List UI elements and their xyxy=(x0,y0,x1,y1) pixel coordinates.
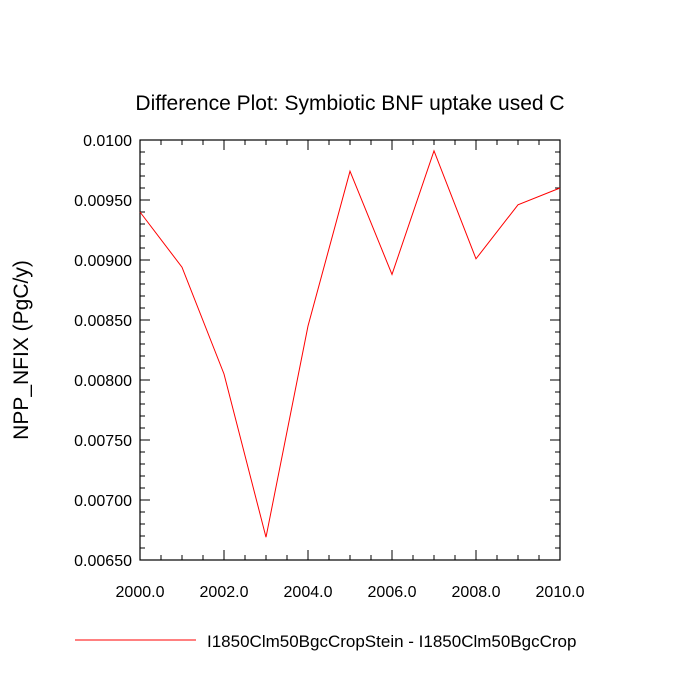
y-tick-label: 0.00850 xyxy=(74,313,132,330)
y-tick-label: 0.00650 xyxy=(74,553,132,570)
y-tick-label: 0.00750 xyxy=(74,433,132,450)
y-tick-label: 0.00700 xyxy=(74,493,132,510)
series-line xyxy=(139,149,561,538)
y-tick-label: 0.00900 xyxy=(74,253,132,270)
x-tick-label: 2004.0 xyxy=(284,584,333,601)
x-tick-label: 2000.0 xyxy=(116,584,165,601)
y-tick-label: 0.00950 xyxy=(74,193,132,210)
y-tick-label: 0.0100 xyxy=(83,133,132,150)
plot-frame xyxy=(139,139,561,561)
x-tick-label: 2006.0 xyxy=(368,584,417,601)
x-tick-label: 2010.0 xyxy=(536,584,585,601)
x-tick-label: 2008.0 xyxy=(452,584,501,601)
legend: I1850Clm50BgcCropStein - I1850Clm50BgcCr… xyxy=(75,632,576,651)
legend-label: I1850Clm50BgcCropStein - I1850Clm50BgcCr… xyxy=(207,632,576,651)
chart-title: Difference Plot: Symbiotic BNF uptake us… xyxy=(135,92,564,115)
x-tick-label: 2002.0 xyxy=(200,584,249,601)
plot-area: 0.00650 0.00700 0.00750 0.00800 0.00850 0.009… xyxy=(74,133,584,601)
y-axis-label: NPP_NFIX (PgC/y) xyxy=(10,260,33,440)
y-tick-label: 0.00800 xyxy=(74,373,132,390)
